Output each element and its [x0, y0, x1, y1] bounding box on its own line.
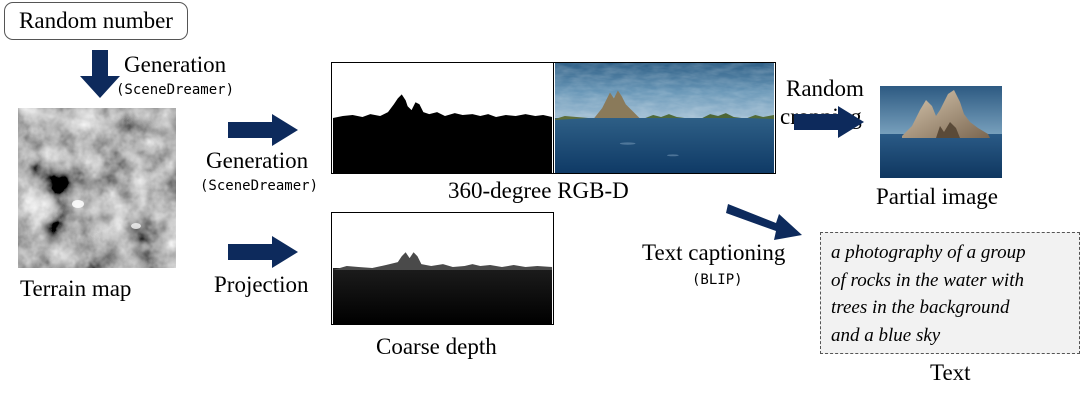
caption-line: and a blue sky [831, 324, 941, 346]
random-cropping-label-1: Random [786, 76, 864, 101]
caption-box: a photography of a group of rocks in the… [820, 232, 1080, 354]
terrain-map-image [18, 108, 176, 268]
partial-image [880, 86, 1002, 178]
panorama-depth-image [331, 62, 554, 174]
partial-image-label: Partial image [876, 184, 998, 209]
terrain-map-label: Terrain map [20, 276, 132, 301]
down-arrow-icon [80, 50, 120, 98]
scenedreamer-label-mid: (SceneDreamer) [200, 178, 319, 194]
generation-label-top: Generation [124, 52, 227, 77]
generation-label-mid: Generation [206, 148, 309, 173]
caption-line: trees in the background [831, 297, 1010, 318]
coarse-depth-image [331, 212, 554, 325]
caption-line: of rocks in the water with [831, 269, 1024, 291]
random-number-box: Random number [4, 2, 188, 40]
projection-label: Projection [214, 272, 309, 297]
scenedreamer-label-top: (SceneDreamer) [116, 82, 235, 98]
caption-line: a photography of a group [831, 242, 1026, 263]
rgbd-360-label: 360-degree RGB-D [448, 178, 629, 203]
text-label: Text [930, 360, 971, 385]
right-arrow-icon [794, 106, 864, 138]
diagonal-arrow-icon [726, 204, 802, 240]
panorama-rgb-image [553, 62, 776, 174]
right-arrow-icon [228, 236, 298, 268]
right-arrow-icon [228, 114, 298, 146]
blip-label: (BLIP) [692, 272, 743, 288]
coarse-depth-label: Coarse depth [376, 334, 497, 359]
text-captioning-label: Text captioning [642, 240, 786, 265]
